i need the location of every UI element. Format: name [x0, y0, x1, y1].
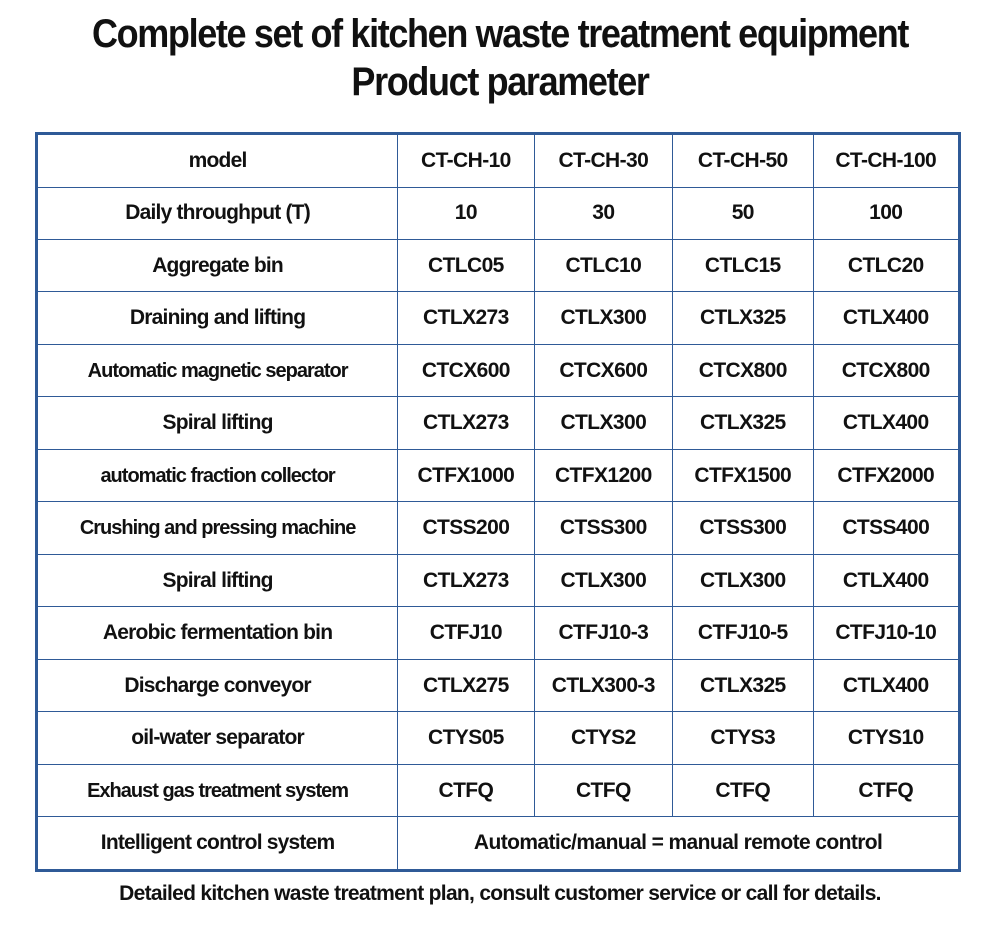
table-cell: 100 [812, 186, 960, 240]
table-cell: CTFQ [533, 763, 674, 818]
row-label: Intelligent control system [35, 816, 399, 871]
control-system-value: Automatic/manual = manual remote control [397, 816, 960, 871]
table-cell: CTCX600 [533, 343, 674, 398]
table-cell: CTLX400 [812, 658, 960, 713]
header-label-model: model [35, 133, 399, 188]
table-row: Discharge conveyor CTLX275 CTLX300-3 CTL… [35, 658, 960, 713]
table-cell: CTSS200 [397, 501, 535, 555]
row-label: Daily throughput (T) [35, 186, 399, 240]
table-cell: CTFJ10 [397, 606, 535, 660]
table-row: Crushing and pressing machine CTSS200 CT… [35, 501, 960, 555]
header-model-2: CT-CH-30 [533, 133, 674, 188]
table-cell: CTLX400 [812, 291, 960, 345]
page-subtitle: Product parameter [351, 60, 650, 104]
table-row: Draining and lifting CTLX273 CTLX300 CTL… [35, 291, 960, 345]
table-cell: CTLC10 [533, 238, 674, 293]
table-cell: CTLX273 [397, 553, 535, 608]
table-row: Aggregate bin CTLC05 CTLC10 CTLC15 CTLC2… [35, 238, 960, 293]
row-label: Aggregate bin [35, 238, 399, 293]
table-cell: CTYS2 [533, 711, 674, 765]
table-cell: CTLX300 [533, 553, 674, 608]
table-cell: CTFQ [672, 763, 814, 818]
table-cell: CTFQ [812, 763, 960, 818]
table-cell: CTLX400 [812, 396, 960, 450]
table-cell: CTSS300 [533, 501, 674, 555]
header-model-1: CT-CH-10 [397, 133, 535, 188]
table-cell: CTSS400 [812, 501, 960, 555]
table-cell: CTFX2000 [812, 448, 960, 503]
row-label: Crushing and pressing machine [35, 501, 399, 555]
table-cell: CTFQ [397, 763, 535, 818]
table-row: Spiral lifting CTLX273 CTLX300 CTLX300 C… [35, 553, 960, 608]
table-cell: CTYS05 [397, 711, 535, 765]
control-system-row: Intelligent control system Automatic/man… [35, 816, 960, 871]
table-cell: CTCX800 [672, 343, 814, 398]
row-label: Aerobic fermentation bin [35, 606, 399, 660]
header-model-4: CT-CH-100 [812, 133, 960, 188]
table-cell: CTLX300-3 [533, 658, 674, 713]
table-header-row: model CT-CH-10 CT-CH-30 CT-CH-50 CT-CH-1… [35, 133, 960, 188]
row-label: Spiral lifting [35, 396, 399, 450]
row-label: oil-water separator [35, 711, 399, 765]
row-label: Spiral lifting [35, 553, 399, 608]
table-cell: CTLX273 [397, 291, 535, 345]
table-cell: CTLX273 [397, 396, 535, 450]
table-row: Daily throughput (T) 10 30 50 100 [35, 186, 960, 240]
table-cell: 50 [672, 186, 814, 240]
table-cell: CTSS300 [672, 501, 814, 555]
table-cell: 30 [533, 186, 674, 240]
table-cell: CTLX400 [812, 553, 960, 608]
footer-note: Detailed kitchen waste treatment plan, c… [119, 882, 881, 905]
table-cell: CTCX600 [397, 343, 535, 398]
table-cell: CTYS10 [812, 711, 960, 765]
table-row: Automatic magnetic separator CTCX600 CTC… [35, 343, 960, 398]
row-label: automatic fraction collector [35, 448, 399, 503]
table-cell: CTLX300 [533, 396, 674, 450]
parameter-table: model CT-CH-10 CT-CH-30 CT-CH-50 CT-CH-1… [35, 132, 961, 872]
row-label: Discharge conveyor [35, 658, 399, 713]
table-cell: CTLX325 [672, 396, 814, 450]
row-label: Draining and lifting [35, 291, 399, 345]
table-row: oil-water separator CTYS05 CTYS2 CTYS3 C… [35, 711, 960, 765]
table-cell: CTLX325 [672, 658, 814, 713]
table-cell: CTFJ10-5 [672, 606, 814, 660]
table-cell: CTFJ10-3 [533, 606, 674, 660]
table-cell: CTLX300 [672, 553, 814, 608]
table-cell: CTLC20 [812, 238, 960, 293]
table-cell: CTFX1500 [672, 448, 814, 503]
table-cell: CTFJ10-10 [812, 606, 960, 660]
table-cell: CTLX300 [533, 291, 674, 345]
table-row: Aerobic fermentation bin CTFJ10 CTFJ10-3… [35, 606, 960, 660]
table-row: automatic fraction collector CTFX1000 CT… [35, 448, 960, 503]
table-cell: CTLC05 [397, 238, 535, 293]
table-cell: CTFX1200 [533, 448, 674, 503]
row-label: Exhaust gas treatment system [35, 763, 399, 818]
table-cell: CTCX800 [812, 343, 960, 398]
table-row: Spiral lifting CTLX273 CTLX300 CTLX325 C… [35, 396, 960, 450]
page-title: Complete set of kitchen waste treatment … [91, 12, 909, 56]
table-row: Exhaust gas treatment system CTFQ CTFQ C… [35, 763, 960, 818]
table-cell: CTYS3 [672, 711, 814, 765]
table-cell: CTLC15 [672, 238, 814, 293]
table-cell: CTFX1000 [397, 448, 535, 503]
header-model-3: CT-CH-50 [672, 133, 814, 188]
row-label: Automatic magnetic separator [35, 343, 399, 398]
table-cell: 10 [397, 186, 535, 240]
table-cell: CTLX325 [672, 291, 814, 345]
table-cell: CTLX275 [397, 658, 535, 713]
